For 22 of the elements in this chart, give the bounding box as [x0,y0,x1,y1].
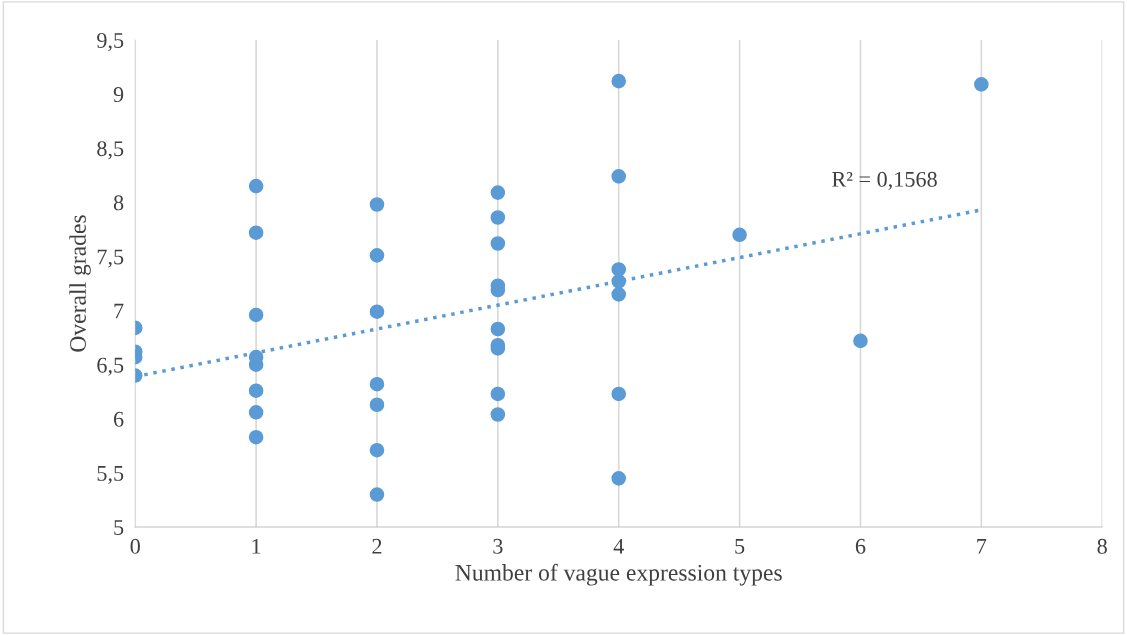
x-tick-label: 7 [977,539,987,554]
y-axis-title: Overall grades [69,215,91,352]
x-tick-label: 3 [493,538,503,554]
y-tick-label: 5,5 [97,466,124,485]
x-tick-label: 5 [735,539,745,554]
y-tick-label: 8 [113,195,124,211]
y-tick-label: 7 [114,303,124,319]
y-tick-label: 9,5 [97,33,124,52]
y-tick-label: 6,5 [97,357,124,376]
y-tick-label: 5 [114,520,124,535]
x-tick-label: 8 [1097,538,1107,554]
x-tick-label: 1 [252,538,261,554]
y-tick-label: 6 [113,411,124,427]
y-tick-label: 8,5 [97,141,124,160]
x-tick-label: 2 [372,538,382,554]
x-axis-title: Number of vague expression types [455,563,782,586]
x-tick-label: 4 [613,538,624,554]
annotation: R² = 0,1568 [832,171,937,191]
x-tick-label: 6 [855,538,866,554]
x-tick-label: 0 [130,538,140,554]
y-tick-label: 9 [113,87,124,103]
y-tick-label: 7,5 [97,249,124,268]
